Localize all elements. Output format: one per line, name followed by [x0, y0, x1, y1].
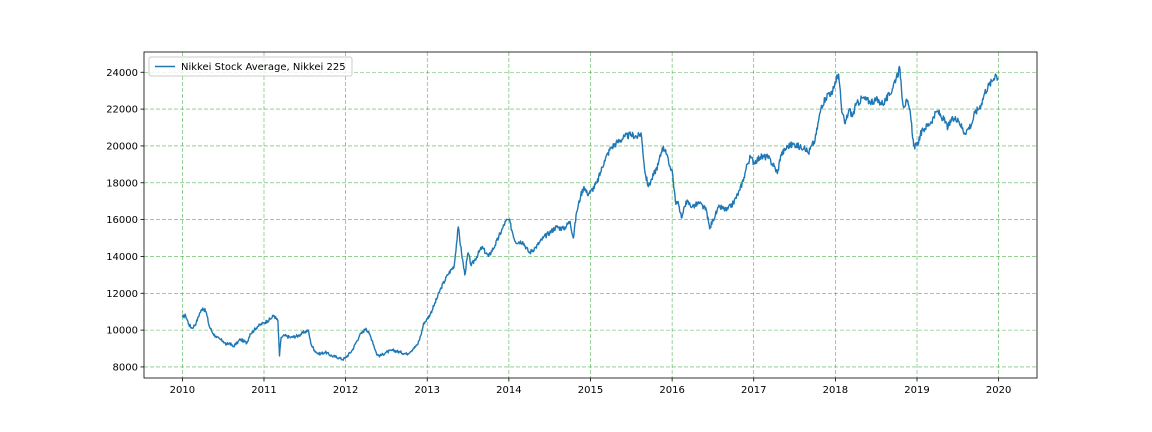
- y-tick-label: 18000: [106, 178, 138, 189]
- grid: [144, 52, 1037, 378]
- y-tick-label: 12000: [106, 289, 138, 300]
- x-tick-label: 2019: [904, 385, 929, 396]
- y-tick-label: 14000: [106, 252, 138, 263]
- y-tick-label: 22000: [106, 105, 138, 116]
- x-tick-label: 2016: [659, 385, 684, 396]
- y-tick-label: 20000: [106, 141, 138, 152]
- series-line: [181, 65, 999, 361]
- series-layer: [181, 65, 999, 361]
- legend-label: Nikkei Stock Average, Nikkei 225: [181, 62, 346, 73]
- legend: Nikkei Stock Average, Nikkei 225: [148, 56, 353, 77]
- x-tick-label: 2013: [415, 385, 440, 396]
- y-tick-label: 16000: [106, 215, 138, 226]
- x-tick-label: 2015: [578, 385, 603, 396]
- x-tick-label: 2018: [823, 385, 848, 396]
- x-axis: 2010 2011 2012 2013 2014 2015 2016 2017 2018 2019…: [170, 378, 1011, 396]
- y-tick-label: 8000: [113, 362, 138, 373]
- x-tick-label: 2012: [333, 385, 358, 396]
- y-tick-label: 10000: [106, 326, 138, 337]
- y-tick-label: 24000: [106, 68, 138, 79]
- x-tick-label: 2017: [741, 385, 766, 396]
- x-tick-label: 2014: [496, 385, 521, 396]
- x-tick-label: 2011: [251, 385, 276, 396]
- y-axis: 8000 10000 12000 14000 16000 18000 20000 22000 2…: [106, 68, 144, 373]
- legend-box: [148, 56, 353, 77]
- x-tick-label: 2020: [986, 385, 1011, 396]
- x-tick-label: 2010: [170, 385, 195, 396]
